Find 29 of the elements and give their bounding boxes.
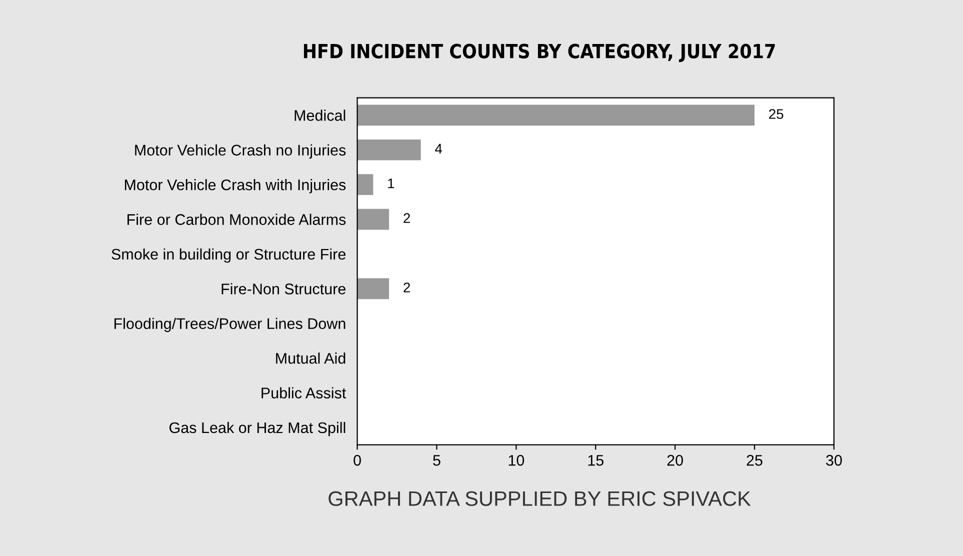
y-tick-label: Fire-Non Structure — [222, 283, 346, 294]
data-label: 2 — [404, 213, 410, 223]
x-tick-label: 25 — [746, 454, 762, 466]
y-tick-label: Fire or Carbon Monoxide Alarms — [128, 214, 346, 225]
x-tick-label: 5 — [433, 455, 440, 466]
y-tick-label: Motor Vehicle Crash with Injuries — [124, 179, 346, 194]
y-tick-label: Medical — [294, 110, 346, 121]
x-tick-label: 0 — [354, 454, 361, 466]
y-tick-label: Smoke in building or Structure Fire — [112, 248, 346, 263]
y-tick-label: Gas Leak or Haz Mat Spill — [169, 422, 346, 436]
bar — [357, 174, 374, 195]
data-label: 2 — [404, 282, 410, 292]
y-tick-label: Motor Vehicle Crash no Injuries — [135, 144, 346, 159]
y-tick-label: Flooding/Trees/Power Lines Down — [114, 318, 346, 332]
text: GRAPH DATA SUPPLIED BY ERIC SPIVACK — [328, 491, 751, 506]
bar — [357, 208, 390, 230]
x-tick-label: 30 — [826, 454, 842, 466]
chart-title: HFD INCIDENT COUNTS BY CATEGORY, JULY 2017 — [304, 44, 775, 62]
bar — [357, 104, 755, 126]
y-tick-label: Public Assist — [262, 387, 346, 398]
y-tick-label: Mutual Aid — [276, 352, 346, 364]
x-tick-label: 15 — [588, 455, 604, 466]
bar — [357, 139, 421, 160]
data-label: 1 — [388, 178, 394, 188]
data-label: 25 — [769, 109, 784, 119]
x-tick-label: 20 — [667, 454, 683, 466]
x-tick-label: 10 — [508, 454, 524, 466]
data-label: 4 — [435, 144, 442, 154]
bar — [357, 278, 390, 300]
